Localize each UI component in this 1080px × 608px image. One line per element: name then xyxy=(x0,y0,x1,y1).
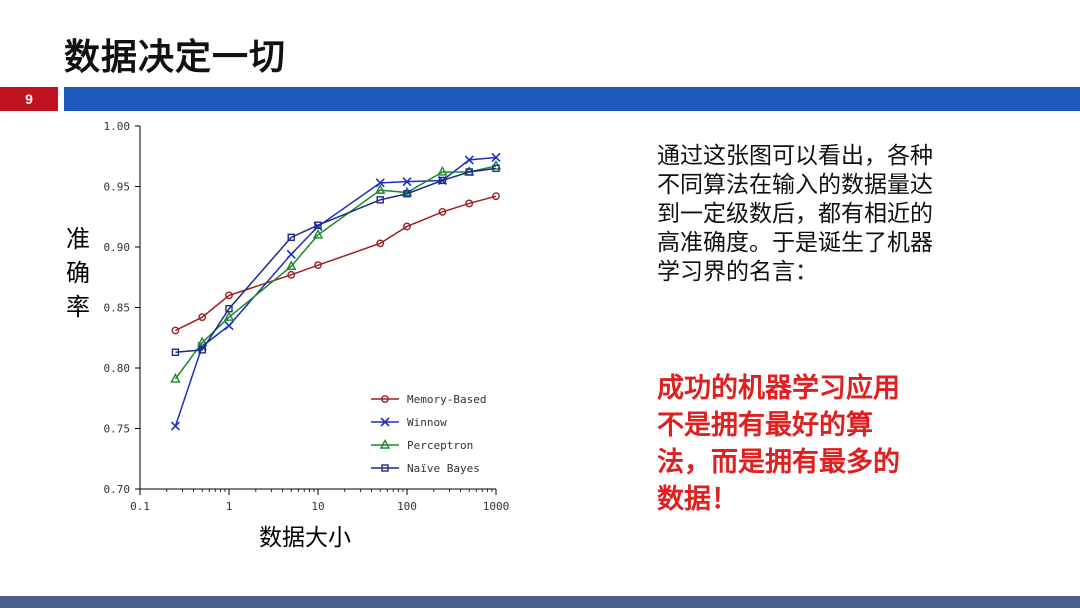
x-tick-label: 1 xyxy=(226,500,233,513)
y-tick-label: 0.75 xyxy=(104,423,131,436)
series-line xyxy=(174,156,497,427)
data-point xyxy=(465,168,473,176)
data-point xyxy=(403,190,411,198)
data-point xyxy=(492,192,500,201)
data-point xyxy=(491,152,501,163)
legend-item: Memory-Based xyxy=(371,393,486,406)
legend-item: Naïve Bayes xyxy=(371,462,480,475)
x-axis-label: 数据大小 xyxy=(259,525,351,551)
data-point xyxy=(223,311,235,321)
marker-stroke xyxy=(375,178,385,188)
y-axis-label-char: 准 xyxy=(66,225,90,253)
data-point xyxy=(171,326,180,335)
data-point xyxy=(437,165,448,176)
x-tick-label: 0.1 xyxy=(130,500,150,513)
chart-axes: 1.00 0.95 0.90 0.85 0.80 0.75 0.70 0.1 1 10 100 100… xyxy=(104,120,510,513)
x-tick-label: 1000 xyxy=(483,500,510,513)
data-point xyxy=(225,291,233,300)
marker-stroke xyxy=(170,421,180,431)
data-point xyxy=(438,208,447,216)
marker-stroke xyxy=(491,152,501,163)
legend-item: Winnow xyxy=(371,416,447,429)
y-axis-label-char: 率 xyxy=(66,293,90,321)
data-point xyxy=(286,260,297,271)
legend-marker xyxy=(381,395,389,403)
chart-series xyxy=(170,152,502,431)
footer-bar xyxy=(0,596,1080,608)
data-point xyxy=(438,176,447,185)
y-tick-label: 0.90 xyxy=(104,241,131,254)
y-axis-label: 准确率 xyxy=(58,222,98,324)
legend-label: Memory-Based xyxy=(407,393,486,406)
data-point xyxy=(376,196,384,204)
data-point xyxy=(312,228,324,239)
data-point xyxy=(402,177,412,187)
data-point xyxy=(376,239,385,248)
data-point xyxy=(287,270,296,279)
data-point xyxy=(197,336,208,347)
series-perceptron xyxy=(170,159,502,383)
y-tick-label: 1.00 xyxy=(104,120,131,133)
data-point xyxy=(403,222,411,231)
data-point xyxy=(314,261,322,270)
legend-label: Naïve Bayes xyxy=(407,462,480,475)
data-point xyxy=(286,249,296,259)
y-axis-label-char: 确 xyxy=(66,259,90,287)
series-line xyxy=(175,167,497,354)
series-na-ve-bayes xyxy=(171,164,500,356)
data-point xyxy=(314,221,322,229)
data-point xyxy=(225,305,233,313)
marker-stroke xyxy=(380,417,390,427)
legend-label: Perceptron xyxy=(407,439,473,452)
series-memory-based xyxy=(171,192,500,335)
marker-stroke xyxy=(224,321,234,331)
series-winnow xyxy=(170,152,501,431)
accuracy-line-chart: 1.00 0.95 0.90 0.85 0.80 0.75 0.70 0.1 1 10 100 100… xyxy=(104,120,510,513)
data-point xyxy=(375,184,386,194)
title-rule xyxy=(64,87,1080,111)
data-point xyxy=(287,233,295,242)
marker-stroke xyxy=(286,249,296,259)
data-point xyxy=(401,186,413,197)
highlight-quote: 成功的机器学习应用不是拥有最好的算法，而是拥有最多的数据！ xyxy=(657,373,900,515)
x-tick-label: 100 xyxy=(397,500,417,513)
marker-stroke xyxy=(402,177,412,187)
series-line xyxy=(175,195,497,332)
legend-marker xyxy=(381,464,389,472)
data-point xyxy=(170,372,181,383)
y-tick-label: 0.95 xyxy=(104,181,131,194)
y-tick-label: 0.85 xyxy=(104,302,131,315)
slide-title: 数据决定一切 xyxy=(64,37,287,78)
data-point xyxy=(224,321,234,331)
y-tick-label: 0.70 xyxy=(104,483,131,496)
data-point xyxy=(198,313,207,322)
data-point xyxy=(171,348,180,356)
chart-legend: Memory-Based Winnow Perceptron Naïve Bayes xyxy=(371,393,486,475)
legend-item: Perceptron xyxy=(371,439,473,452)
legend-marker xyxy=(380,417,390,427)
data-point xyxy=(170,421,180,431)
data-point xyxy=(464,155,474,165)
data-point xyxy=(375,178,385,188)
legend-label: Winnow xyxy=(407,416,447,429)
marker-stroke xyxy=(464,155,474,165)
data-point xyxy=(492,164,500,173)
data-point xyxy=(198,346,206,354)
legend-marker xyxy=(379,439,391,449)
y-tick-label: 0.80 xyxy=(104,362,131,375)
x-tick-label: 10 xyxy=(311,500,324,513)
page-number-badge: 9 xyxy=(0,87,58,111)
description-text: 通过这张图可以看出，各种不同算法在输入的数据量达到一定级数后，都有相近的高准确度… xyxy=(657,143,933,285)
data-point xyxy=(465,199,474,208)
series-line xyxy=(174,165,497,380)
